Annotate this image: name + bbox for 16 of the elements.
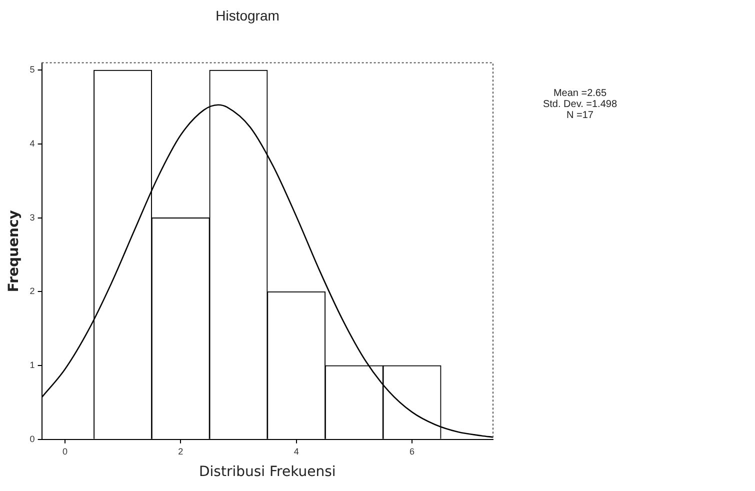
- text: Mean =2.65: [552, 88, 608, 99]
- y-tick-label: 1: [30, 360, 35, 370]
- x-tick-label: 2: [178, 446, 184, 456]
- x-tick-label: 6: [410, 446, 415, 456]
- y-axis-title: Frequency: [6, 210, 22, 292]
- x-axis-title: Distribusi Frekuensi: [198, 464, 336, 480]
- text: N =17: [566, 110, 594, 121]
- x-tick-label: 4: [294, 446, 299, 456]
- x-tick-label: 0: [62, 446, 68, 456]
- y-tick-label: 5: [30, 64, 35, 75]
- y-tick-label: 0: [30, 434, 35, 444]
- y-tick-label: 2: [30, 286, 35, 296]
- y-tick-label: 4: [30, 138, 35, 149]
- y-tick-label: 3: [30, 212, 35, 222]
- chart-title: Histogram: [216, 7, 280, 24]
- text: Std. Dev. =1.498: [542, 99, 618, 110]
